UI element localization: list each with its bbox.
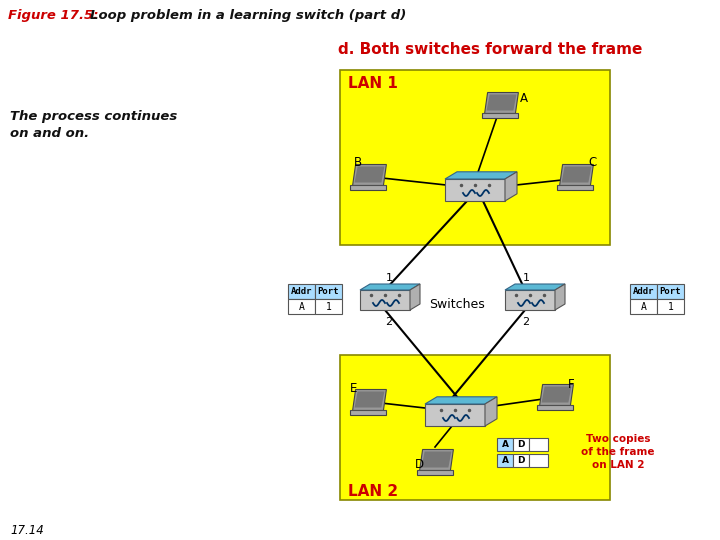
Polygon shape xyxy=(505,172,517,201)
Polygon shape xyxy=(555,284,565,310)
Bar xyxy=(537,404,572,409)
Text: A: A xyxy=(299,301,305,312)
Polygon shape xyxy=(355,166,384,183)
Polygon shape xyxy=(485,92,518,113)
Text: Addr: Addr xyxy=(291,287,312,296)
Bar xyxy=(288,284,315,299)
Polygon shape xyxy=(487,94,516,111)
Text: 2: 2 xyxy=(385,317,392,327)
Bar xyxy=(529,438,548,451)
Text: 1: 1 xyxy=(385,273,392,283)
Bar xyxy=(497,438,513,451)
Text: D: D xyxy=(415,458,424,471)
Bar xyxy=(482,112,518,118)
Text: D: D xyxy=(517,440,525,449)
Text: 1: 1 xyxy=(325,301,331,312)
Text: A: A xyxy=(502,440,508,449)
Text: LAN 1: LAN 1 xyxy=(348,77,398,91)
Text: The process continues
on and on.: The process continues on and on. xyxy=(10,110,177,140)
Bar xyxy=(315,284,342,299)
Bar xyxy=(418,469,453,475)
Bar xyxy=(630,299,657,314)
Bar xyxy=(497,454,513,467)
Bar xyxy=(351,185,386,190)
Bar xyxy=(505,290,555,310)
Bar xyxy=(425,404,485,426)
Bar xyxy=(351,409,386,415)
Polygon shape xyxy=(445,172,517,179)
Bar xyxy=(288,299,315,314)
Polygon shape xyxy=(425,397,497,404)
Polygon shape xyxy=(422,451,451,468)
Polygon shape xyxy=(420,449,454,470)
Bar xyxy=(315,299,342,314)
Text: Two copies
of the frame
on LAN 2: Two copies of the frame on LAN 2 xyxy=(581,434,654,470)
Text: A: A xyxy=(520,91,528,105)
Bar xyxy=(657,284,684,299)
Text: 1: 1 xyxy=(523,273,529,283)
Text: 1: 1 xyxy=(667,301,673,312)
Text: 17.14: 17.14 xyxy=(10,523,44,537)
Text: Port: Port xyxy=(660,287,681,296)
Text: C: C xyxy=(588,157,596,170)
Bar xyxy=(657,299,684,314)
Polygon shape xyxy=(539,384,573,406)
Polygon shape xyxy=(353,389,387,410)
Polygon shape xyxy=(410,284,420,310)
Polygon shape xyxy=(360,284,420,290)
Text: E: E xyxy=(350,381,357,395)
Bar xyxy=(529,454,548,467)
Text: Addr: Addr xyxy=(633,287,654,296)
Polygon shape xyxy=(505,284,565,290)
Text: Port: Port xyxy=(318,287,339,296)
Text: Loop problem in a learning switch (part d): Loop problem in a learning switch (part … xyxy=(90,10,406,23)
Bar xyxy=(630,284,657,299)
Bar xyxy=(340,355,610,500)
Text: Switches: Switches xyxy=(429,299,485,312)
Bar xyxy=(340,70,610,245)
Polygon shape xyxy=(353,165,387,186)
Text: A: A xyxy=(502,456,508,465)
Polygon shape xyxy=(485,397,497,426)
Polygon shape xyxy=(355,392,384,408)
Polygon shape xyxy=(559,165,593,186)
Polygon shape xyxy=(562,166,591,183)
Bar xyxy=(557,185,593,190)
Polygon shape xyxy=(541,387,572,402)
Text: LAN 2: LAN 2 xyxy=(348,484,398,500)
Text: d. Both switches forward the frame: d. Both switches forward the frame xyxy=(338,43,642,57)
Bar xyxy=(513,454,529,467)
Bar xyxy=(360,290,410,310)
Text: 2: 2 xyxy=(523,317,530,327)
Bar xyxy=(513,438,529,451)
Text: Figure 17.5:: Figure 17.5: xyxy=(8,10,99,23)
Text: F: F xyxy=(568,377,575,390)
Bar xyxy=(445,179,505,201)
Text: A: A xyxy=(641,301,647,312)
Text: D: D xyxy=(517,456,525,465)
Text: B: B xyxy=(354,157,362,170)
